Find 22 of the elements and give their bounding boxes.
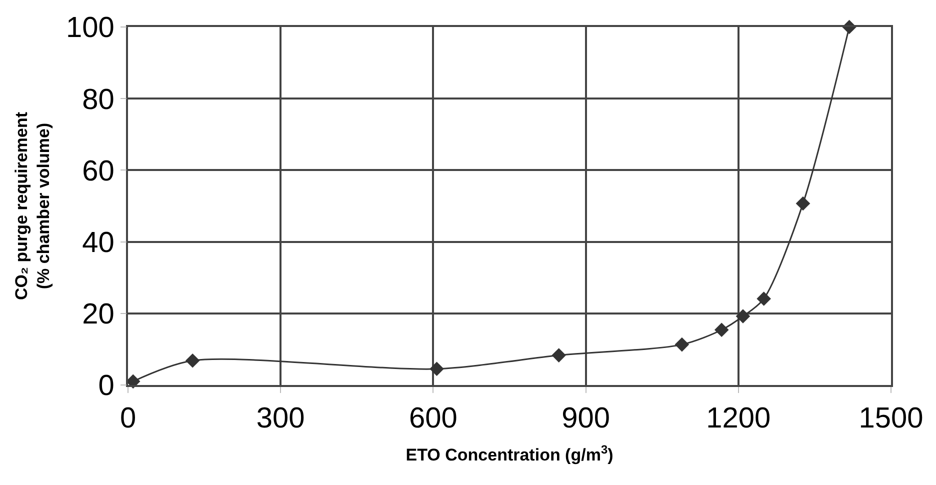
y-tick-label: 80	[82, 84, 114, 116]
point	[185, 354, 200, 368]
y-tick-label: 40	[82, 226, 114, 259]
y-tick-label: 100	[66, 12, 114, 44]
point	[714, 322, 729, 338]
point	[552, 348, 566, 362]
x-tick-label: 1500	[858, 402, 924, 435]
y-tick-label: 60	[82, 155, 114, 188]
x-tick-label: 900	[562, 402, 610, 435]
point	[736, 309, 750, 324]
point	[756, 292, 771, 306]
y-tick-label: 0	[98, 370, 114, 402]
x-axis-title: ETO Concentration (g/m$^{3}$)	[406, 442, 614, 464]
x-tick-label: 600	[409, 402, 458, 435]
x-tick-label: 0	[120, 402, 136, 435]
point	[796, 196, 810, 211]
x-tick-label: 1200	[706, 402, 771, 435]
y-axis-title: CO₂ purge requirement (% chamber volume)	[12, 112, 54, 300]
x-tick-label: 300	[256, 402, 305, 435]
point	[674, 337, 690, 352]
y-tick-label: 20	[82, 298, 114, 331]
point	[430, 362, 444, 376]
